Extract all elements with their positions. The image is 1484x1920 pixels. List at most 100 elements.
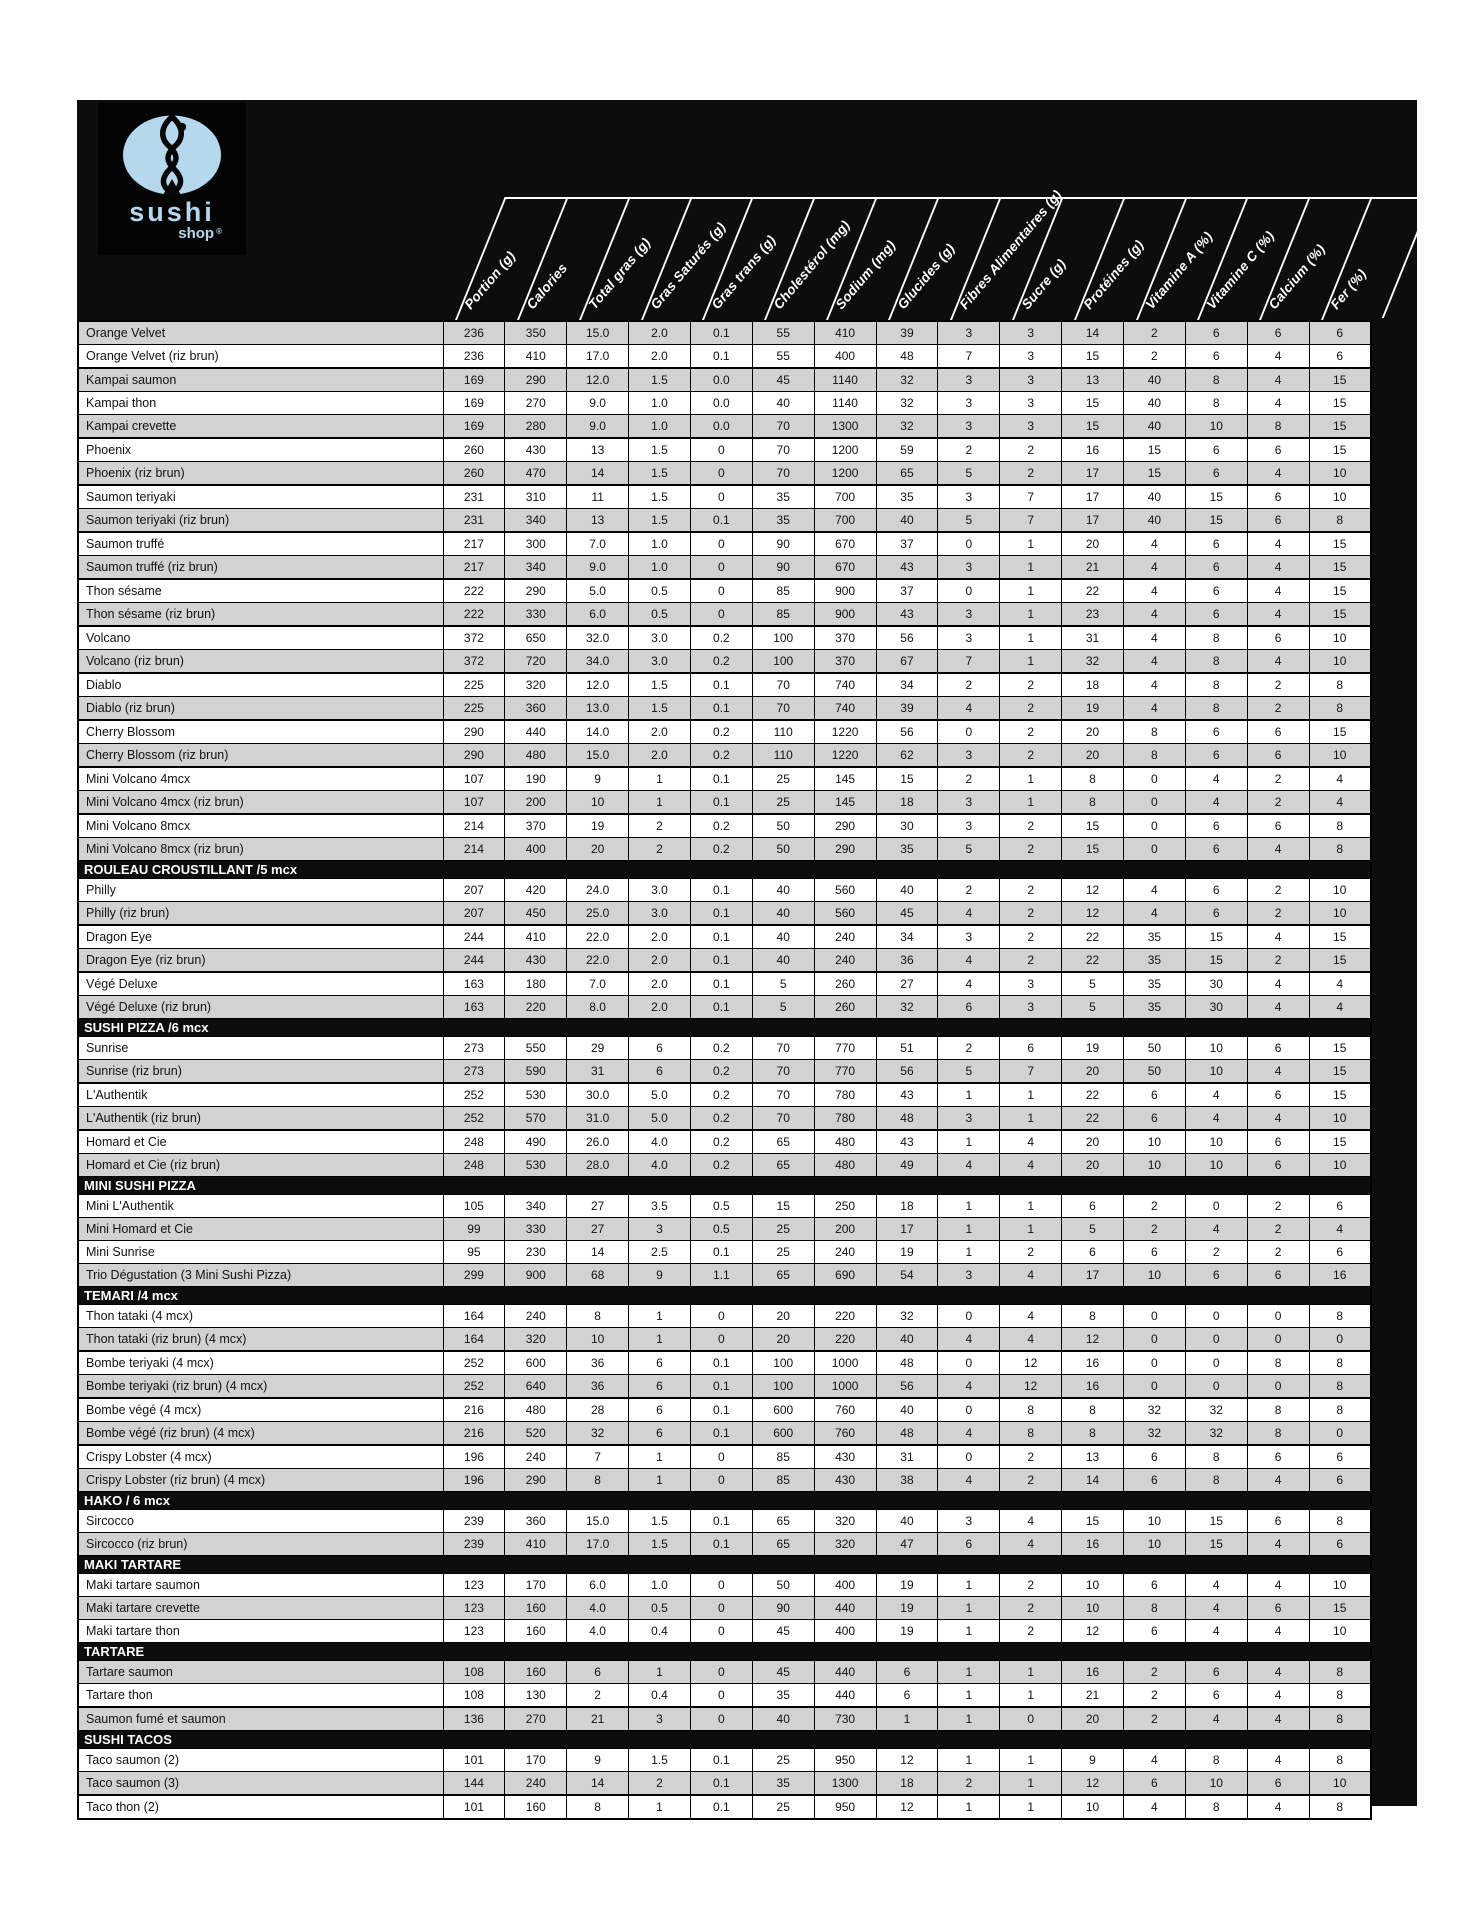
value-cell: 5 (1061, 995, 1124, 1019)
value-cell: 720 (504, 649, 568, 674)
registered-mark: ® (216, 227, 222, 236)
value-cell: 248 (442, 1153, 506, 1177)
item-name-cell: Orange Velvet (riz brun) (77, 344, 444, 369)
value-cell: 240 (813, 924, 877, 949)
value-cell: 100 (751, 1350, 815, 1375)
value-cell: 8 (1184, 1748, 1248, 1772)
value-cell: 440 (813, 1596, 877, 1620)
value-cell: 20 (1061, 1059, 1124, 1084)
value-cell: 40 (1122, 391, 1186, 415)
item-name-cell: Mini Volcano 4mcx (riz brun) (77, 790, 444, 815)
value-cell: 1 (937, 1596, 1001, 1620)
value-cell: 169 (442, 391, 506, 415)
table-row: Phoenix (riz brun) 260 470 14 1.5 0 70 1200 65 5 2… (77, 461, 1372, 486)
value-cell: 2 (1122, 1706, 1186, 1731)
value-cell: 16 (1061, 1532, 1124, 1556)
value-cell: 13.0 (566, 696, 630, 721)
table-row: Mini L'Authentik 105 340 27 3.5 0.5 15 250 18 1 1 6… (77, 1194, 1372, 1218)
value-cell: 3 (999, 344, 1063, 369)
value-cell: 40 (1122, 508, 1186, 533)
value-cell: 530 (504, 1082, 568, 1107)
value-cell: 0.1 (689, 1397, 753, 1422)
value-cell: 4 (1122, 531, 1186, 556)
value-cell: 12 (1061, 1771, 1124, 1796)
value-cell: 20 (1061, 1153, 1124, 1177)
value-cell: 216 (442, 1421, 506, 1446)
value-cell: 260 (442, 437, 506, 462)
value-cell: 4 (1308, 995, 1372, 1019)
value-cell: 0 (1308, 1327, 1372, 1352)
value-cell: 1.5 (628, 484, 691, 509)
value-cell: 101 (442, 1748, 506, 1772)
value-cell: 10 (1061, 1596, 1124, 1620)
value-cell: 9.0 (566, 555, 630, 580)
value-cell: 4 (1246, 461, 1310, 486)
table-row: Cherry Blossom 290 440 14.0 2.0 0.2 110 1220 56 0… (77, 719, 1372, 744)
value-cell: 1 (999, 766, 1063, 791)
value-cell: 0 (937, 1444, 1001, 1469)
value-cell: 0 (1184, 1350, 1248, 1375)
value-cell: 1 (937, 1619, 1001, 1643)
value-cell: 2 (1246, 878, 1310, 902)
value-cell: 21 (1061, 1683, 1124, 1708)
value-cell: 30.0 (566, 1082, 630, 1107)
value-cell: 0.1 (689, 1748, 753, 1772)
value-cell: 4 (1246, 924, 1310, 949)
value-cell: 217 (442, 531, 506, 556)
value-cell: 270 (504, 1706, 568, 1731)
value-cell: 8 (1184, 1444, 1248, 1469)
value-cell: 28 (566, 1397, 630, 1422)
value-cell: 70 (751, 696, 815, 721)
table-row: Maki tartare crevette 123 160 4.0 0.5 0 90 440 1… (77, 1596, 1372, 1620)
value-cell: 4 (937, 696, 1001, 721)
value-cell: 0 (689, 578, 753, 603)
value-cell: 6 (628, 1350, 691, 1375)
value-cell: 950 (813, 1748, 877, 1772)
value-cell: 200 (813, 1217, 877, 1241)
value-cell: 1 (999, 1794, 1063, 1820)
value-cell: 8 (1308, 1350, 1372, 1375)
value-cell: 4 (1122, 602, 1186, 627)
value-cell: 4 (1246, 531, 1310, 556)
value-cell: 2 (999, 743, 1063, 768)
value-cell: 2.0 (628, 743, 691, 768)
value-cell: 2 (999, 1240, 1063, 1264)
value-cell: 4 (1122, 878, 1186, 902)
table-row: Thon tataki (4 mcx) 164 240 8 1 0 20 220 32 0 4 8 0 0… (77, 1304, 1372, 1328)
value-cell: 0.1 (689, 344, 753, 369)
value-cell: 290 (504, 1468, 568, 1492)
value-cell: 2 (1122, 1683, 1186, 1708)
wordmark-sushi: sushi (129, 197, 215, 227)
value-cell: 40 (875, 1509, 939, 1533)
value-cell: 6 (1246, 743, 1310, 768)
value-cell: 12.0 (566, 367, 630, 392)
value-cell: 3.0 (628, 649, 691, 674)
value-cell: 0.1 (689, 948, 753, 973)
value-cell: 6 (1122, 1240, 1186, 1264)
value-cell: 170 (504, 1573, 568, 1597)
value-cell: 0.1 (689, 1532, 753, 1556)
value-cell: 350 (504, 320, 568, 345)
value-cell: 7 (999, 484, 1063, 509)
value-cell: 8 (1184, 672, 1248, 697)
value-cell: 0.1 (689, 320, 753, 345)
value-cell: 70 (751, 414, 815, 439)
item-name-cell: L'Authentik (77, 1082, 444, 1107)
value-cell: 6 (875, 1683, 939, 1708)
value-cell: 4 (1184, 1596, 1248, 1620)
value-cell: 6 (1246, 1596, 1310, 1620)
value-cell: 1 (937, 1706, 1001, 1731)
table-row: Taco saumon (2) 101 170 9 1.5 0.1 25 950 12 1 1 9 4 8… (77, 1748, 1372, 1772)
value-cell: 17 (875, 1217, 939, 1241)
value-cell: 15 (1308, 1129, 1372, 1154)
value-cell: 1200 (813, 437, 877, 462)
value-cell: 39 (875, 320, 939, 345)
value-cell: 0.1 (689, 1509, 753, 1533)
value-cell: 6 (1184, 461, 1248, 486)
value-cell: 5 (1061, 971, 1124, 996)
value-cell: 330 (504, 1217, 568, 1241)
value-cell: 3 (937, 743, 1001, 768)
value-cell: 6 (1184, 1683, 1248, 1708)
value-cell: 290 (504, 367, 568, 392)
value-cell: 2.5 (628, 1240, 691, 1264)
